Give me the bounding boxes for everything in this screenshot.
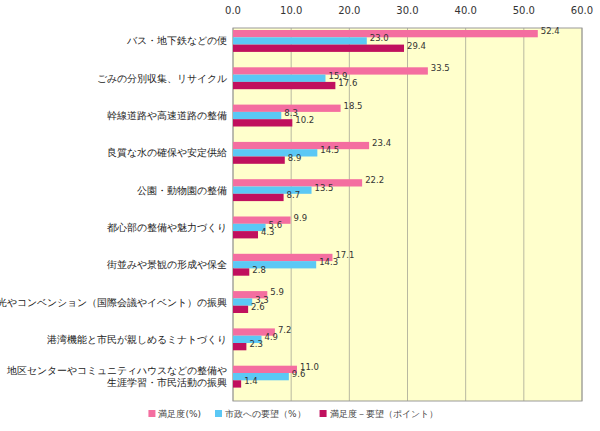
category-label-line: 都心部の整備や魅力づくり bbox=[107, 222, 227, 233]
data-label: 2.6 bbox=[251, 302, 265, 312]
bar bbox=[233, 268, 249, 275]
legend-swatch bbox=[320, 410, 327, 417]
data-label: 10.2 bbox=[295, 115, 314, 125]
data-label: 5.9 bbox=[270, 287, 284, 297]
bar bbox=[233, 112, 281, 119]
tick-label: 60.0 bbox=[571, 5, 593, 16]
data-label: 8.7 bbox=[287, 190, 301, 200]
legend: 満足度(%) 市政への要望（%） 満足度－要望（ポイント） bbox=[148, 409, 437, 419]
data-label: 2.8 bbox=[252, 265, 266, 275]
bar bbox=[233, 261, 316, 268]
tick-label: 20.0 bbox=[338, 5, 360, 16]
category-label: 港湾機能と市民が親しめるミナトづくり bbox=[47, 334, 227, 345]
bar bbox=[233, 306, 248, 313]
data-label: 4.9 bbox=[265, 332, 279, 342]
category-label: 良質な水の確保や安定供給 bbox=[107, 147, 227, 158]
bar bbox=[233, 231, 258, 238]
data-label: 29.4 bbox=[407, 41, 426, 51]
bar bbox=[233, 298, 252, 305]
category-label: 公園・動物園の整備 bbox=[137, 185, 227, 196]
bar bbox=[233, 373, 289, 380]
data-labels: 52.423.029.433.515.917.618.58.310.223.41… bbox=[244, 26, 560, 386]
category-label: 都心部の整備や魅力づくり bbox=[107, 222, 227, 233]
grid-line bbox=[465, 28, 466, 401]
bars bbox=[233, 30, 538, 388]
bar bbox=[233, 157, 285, 164]
category-label-line: 街並みや景観の形成や保全 bbox=[107, 259, 227, 270]
bar bbox=[233, 75, 325, 82]
data-label: 9.6 bbox=[292, 369, 306, 379]
tick-label: 10.0 bbox=[280, 5, 302, 16]
data-label: 23.4 bbox=[372, 138, 391, 148]
chart: 0.0 10.0 20.0 30.0 40.0 50.0 60.0 52.4 23.0 29.4 3… bbox=[0, 0, 600, 431]
category-label-line: 港湾機能と市民が親しめるミナトづくり bbox=[47, 334, 227, 345]
data-label: 17.6 bbox=[338, 78, 357, 88]
category-label-line: 良質な水の確保や安定供給 bbox=[107, 147, 227, 158]
data-label: 14.3 bbox=[319, 257, 338, 267]
bar bbox=[233, 45, 404, 52]
category-label: 観光やコンベンション（国際会議やイベント）の振興 bbox=[0, 297, 227, 308]
category-label: 地区センターやコミュニティハウスなどの整備や生涯学習・市民活動の振興 bbox=[6, 365, 227, 388]
data-label: 22.2 bbox=[365, 175, 384, 185]
data-label: 17.1 bbox=[335, 250, 354, 260]
bar bbox=[233, 179, 362, 186]
tick-label: 30.0 bbox=[396, 5, 418, 16]
data-label: 7.2 bbox=[278, 325, 292, 335]
plot-frame bbox=[233, 28, 582, 401]
bar bbox=[233, 142, 369, 149]
data-label: 1.4 bbox=[244, 376, 258, 386]
data-label: 13.5 bbox=[315, 183, 334, 193]
category-label-line: 観光やコンベンション（国際会議やイベント）の振興 bbox=[0, 297, 227, 308]
data-label: 33.5 bbox=[431, 63, 450, 73]
bar bbox=[233, 82, 335, 89]
category-label: ごみの分別収集、リサイクル bbox=[97, 73, 227, 84]
category-label: 街並みや景観の形成や保全 bbox=[107, 259, 227, 270]
data-label: 8.9 bbox=[288, 153, 302, 163]
grid-line bbox=[407, 28, 408, 401]
plot-background bbox=[233, 28, 582, 401]
tick-label: 40.0 bbox=[455, 5, 477, 16]
data-label: 23.0 bbox=[370, 33, 389, 43]
bar bbox=[233, 343, 246, 350]
data-label: 18.5 bbox=[344, 101, 363, 111]
legend-label: 満足度(%) bbox=[158, 409, 201, 419]
category-label-line: 生涯学習・市民活動の振興 bbox=[107, 377, 227, 388]
category-label: バス・地下鉄などの便 bbox=[126, 35, 227, 46]
legend-label: 市政への要望（%） bbox=[225, 409, 306, 419]
data-label: 14.5 bbox=[320, 145, 339, 155]
data-label: 2.3 bbox=[249, 339, 263, 349]
category-label-line: 公園・動物園の整備 bbox=[137, 185, 227, 196]
bar bbox=[233, 194, 284, 201]
category-label-line: 幹線道路や高速道路の整備 bbox=[107, 110, 227, 121]
category-label-line: 地区センターやコミュニティハウスなどの整備や bbox=[6, 365, 227, 376]
bar bbox=[233, 366, 297, 373]
bar bbox=[233, 149, 317, 156]
bar bbox=[233, 254, 332, 261]
data-label: 52.4 bbox=[541, 26, 560, 36]
bar bbox=[233, 380, 241, 387]
bar bbox=[233, 119, 292, 126]
legend-swatch bbox=[215, 410, 222, 417]
category-label-line: バス・地下鉄などの便 bbox=[126, 35, 227, 46]
data-label: 4.3 bbox=[261, 227, 275, 237]
category-label: 幹線道路や高速道路の整備 bbox=[107, 110, 227, 121]
legend-label: 満足度－要望（ポイント） bbox=[330, 409, 438, 419]
legend-swatch bbox=[148, 410, 155, 417]
data-label: 9.9 bbox=[294, 213, 308, 223]
tick-label: 0.0 bbox=[225, 5, 241, 16]
category-label-line: ごみの分別収集、リサイクル bbox=[97, 73, 227, 84]
bar bbox=[233, 37, 367, 44]
grid-line bbox=[523, 28, 524, 401]
tick-label: 50.0 bbox=[513, 5, 535, 16]
